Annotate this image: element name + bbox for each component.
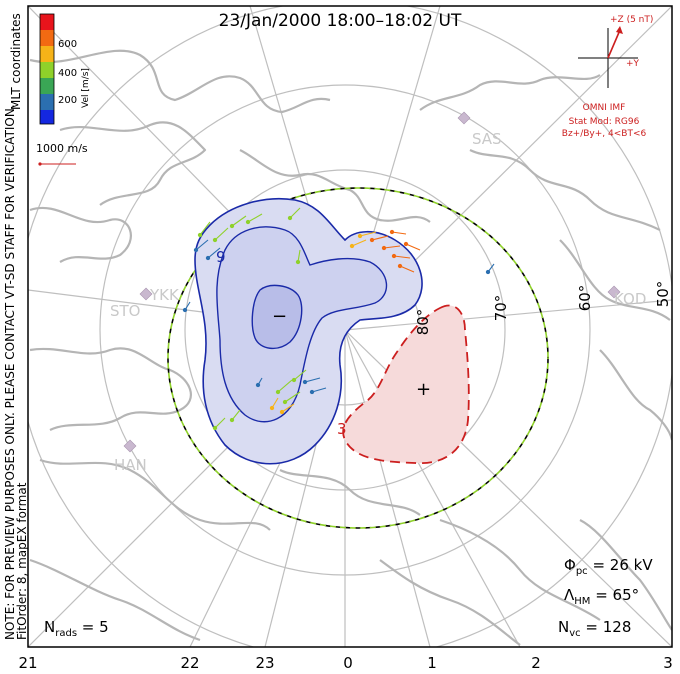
radar-count: Nrads = 5 [44, 618, 109, 639]
positive-cell: + 3 [337, 304, 470, 464]
imf-source: OMNI IMF [583, 103, 626, 113]
mlt-label-3: 3 [663, 654, 673, 672]
station-label-sto: STO [110, 302, 141, 320]
mlt-label-21: 21 [18, 654, 37, 672]
mlt-axis: 21 22 23 0 1 2 3 [18, 654, 672, 672]
imf-dial: +Z (5 nT) +Y OMNI IMF Stat Mod: RG96 Bz+… [562, 15, 654, 139]
imf-condition: Bz+/By+, 4<BT<6 [562, 129, 647, 139]
cross-polar-potential: Φpc = 26 kV [564, 556, 653, 577]
station-label-kod: KOD [614, 290, 646, 308]
imf-bz-label: +Z (5 nT) [610, 15, 653, 25]
velocity-colorbar: 600 400 200 Vel [m/s] [39, 13, 91, 125]
mlt-label-0: 0 [343, 654, 353, 672]
latitude-labels: 80° 70° 60° 50° [414, 281, 672, 336]
velocity-vectors [182, 207, 495, 431]
negative-contour-label: 9 [216, 248, 226, 266]
mlt-label-1: 1 [427, 654, 437, 672]
negative-cell-symbol: − [272, 306, 287, 327]
coordinate-system-label: MLT coordinates [9, 13, 23, 110]
lat-label-60: 60° [576, 285, 594, 312]
positive-contour-label: 3 [337, 420, 347, 438]
radar-stations: SAS KOD STO YKK HAN [110, 111, 646, 474]
colorbar-tick-400: 400 [58, 68, 77, 79]
stat-model: Stat Mod: RG96 [569, 117, 640, 127]
map-title: 23/Jan/2000 18:00–18:02 UT [219, 11, 462, 31]
colorbar-label: Vel [m/s] [81, 68, 91, 108]
lat-label-50: 50° [654, 281, 672, 308]
map-area: − 9 + 3 [27, 5, 673, 648]
colorbar-tick-200: 200 [58, 95, 77, 106]
station-label-han: HAN [114, 456, 147, 474]
station-label-ykk: YKK [149, 286, 180, 304]
map-statistics: Φpc = 26 kV ΛHM = 65° Nvc = 128 Nrads = … [44, 556, 653, 639]
colorbar-tick-600: 600 [58, 39, 77, 50]
vector-count: Nvc = 128 [558, 618, 631, 639]
coastlines [29, 49, 672, 646]
lat-label-70: 70° [492, 295, 510, 322]
hm-boundary [167, 187, 549, 529]
negative-cell: − 9 [194, 197, 423, 465]
positive-cell-symbol: + [416, 379, 431, 400]
lat-label-80: 80° [414, 309, 432, 336]
mlt-label-22: 22 [180, 654, 199, 672]
mlt-label-23: 23 [255, 654, 274, 672]
vector-scale: 1000 m/s [36, 142, 88, 166]
station-label-sas: SAS [472, 130, 502, 148]
fit-order-note: FitOrder: 8, mapEX format [15, 482, 29, 640]
hm-boundary-latitude: ΛHM = 65° [564, 586, 639, 607]
vector-scale-label: 1000 m/s [36, 142, 88, 155]
imf-by-label: +Y [626, 59, 640, 69]
preview-note: NOTE: FOR PREVIEW PURPOSES ONLY. PLEASE … [3, 104, 17, 640]
map-frame [27, 5, 673, 648]
mlt-label-2: 2 [531, 654, 541, 672]
